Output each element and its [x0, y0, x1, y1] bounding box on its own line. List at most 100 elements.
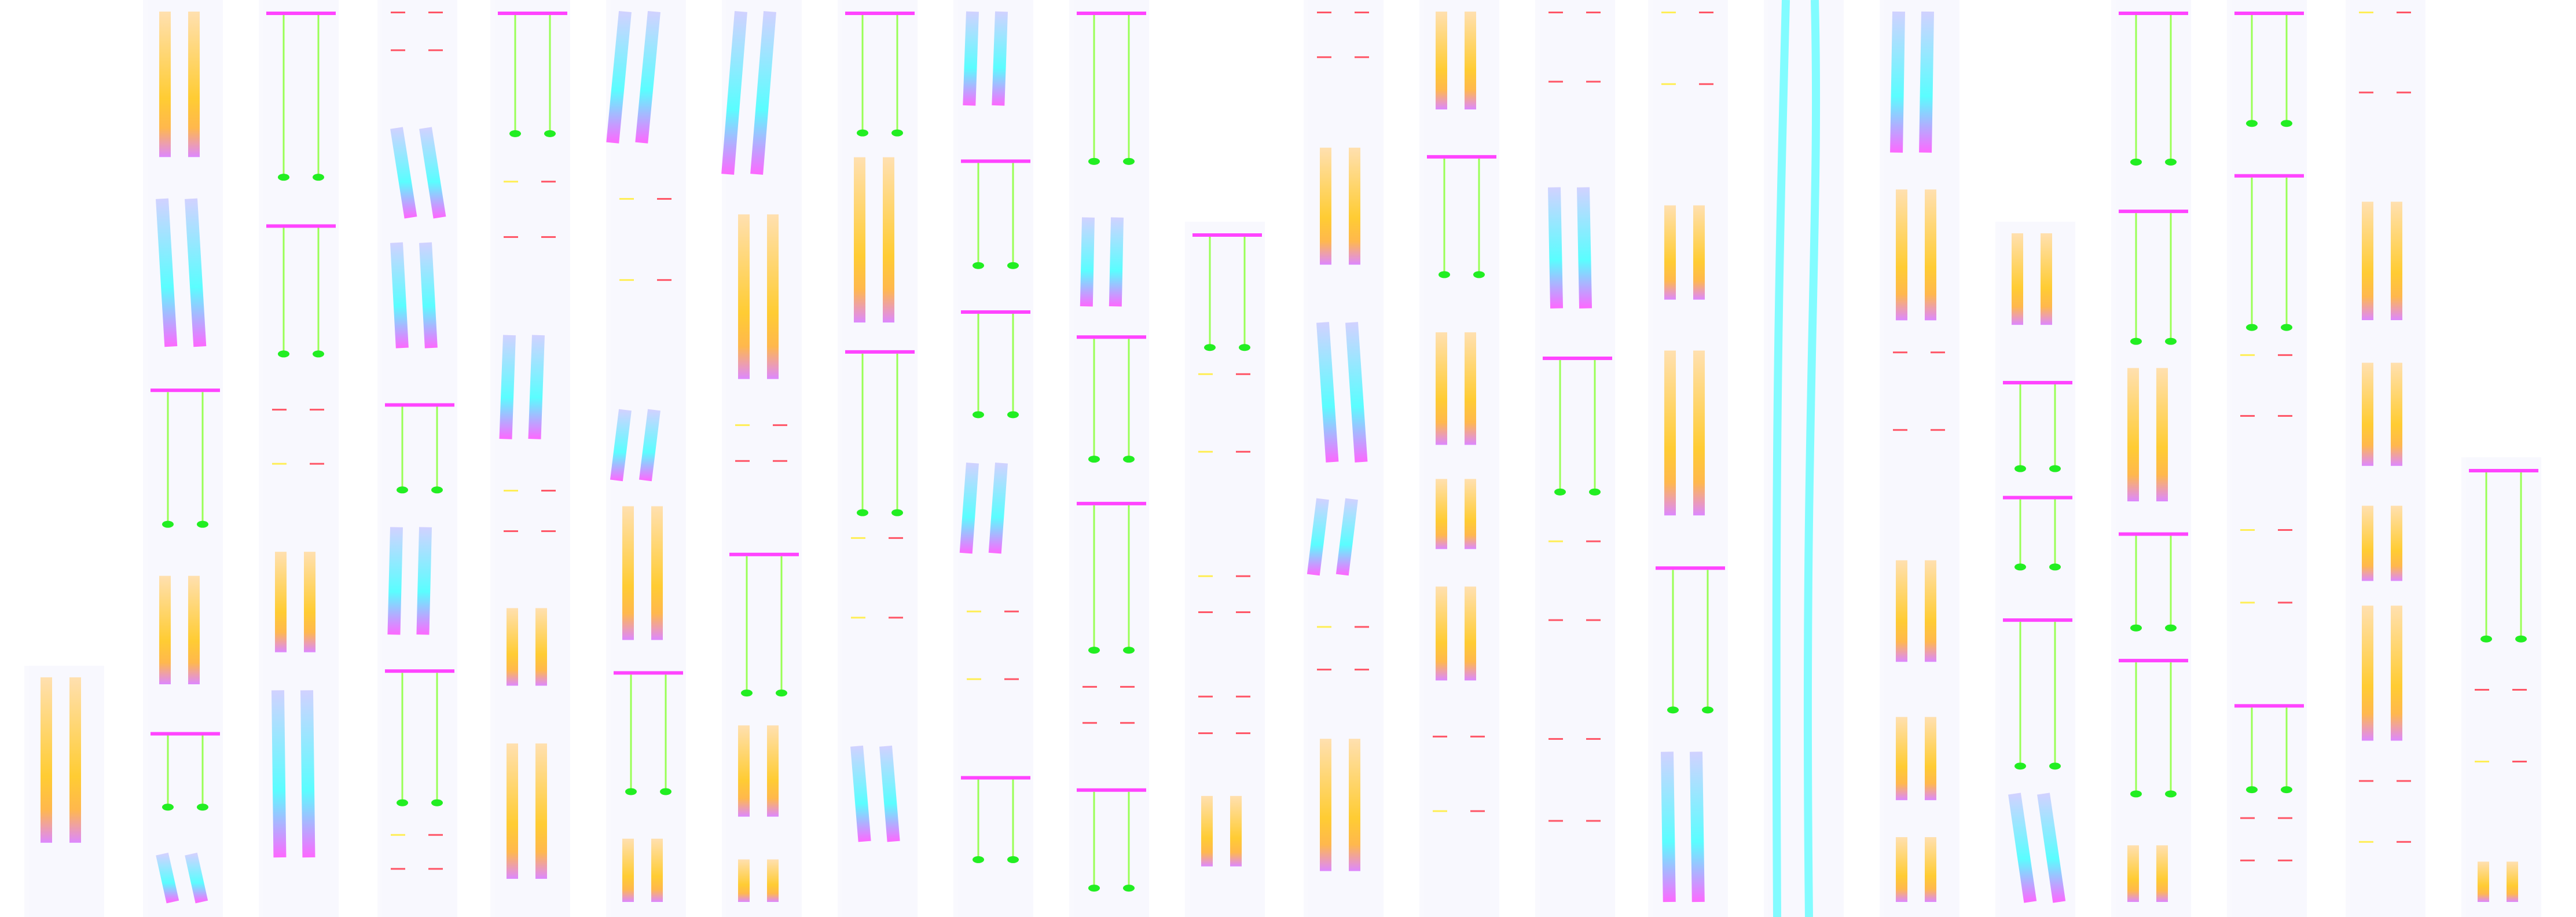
dash-mark — [1082, 685, 1097, 688]
magenta-cap — [2119, 12, 2188, 15]
column-panel — [495, 0, 570, 917]
green-foot — [313, 174, 324, 181]
dash-mark — [1355, 12, 1369, 13]
dash-mark — [2475, 761, 2489, 763]
green-foot — [1439, 271, 1450, 278]
column-edge — [1304, 0, 1308, 917]
gradient-bar — [1465, 332, 1476, 445]
gradient-bar — [188, 575, 200, 685]
dash-mark — [1355, 626, 1369, 628]
gradient-bar — [1465, 12, 1476, 110]
column-edge — [953, 0, 958, 917]
green-foot — [1123, 157, 1135, 165]
gradient-bar — [1664, 205, 1676, 300]
long-cyan-ribbon — [1803, 0, 1821, 917]
cyan-strand — [959, 463, 979, 554]
cyan-strand — [639, 409, 660, 482]
gradient-bar — [2391, 505, 2402, 581]
dash-mark — [1355, 56, 1369, 58]
green-foot — [973, 856, 984, 863]
column-edge — [1880, 0, 1884, 917]
gradient-bar — [1349, 148, 1360, 265]
dash-mark — [504, 181, 518, 183]
dash-mark — [2397, 91, 2411, 94]
green-foot — [2130, 624, 2142, 632]
gradient-bar — [2362, 606, 2373, 741]
dash-mark — [1931, 429, 1945, 431]
gradient-bar — [738, 725, 750, 817]
green-foot — [2014, 762, 2026, 770]
dash-mark — [2359, 12, 2373, 13]
gradient-bar — [738, 214, 750, 379]
dash-mark — [428, 834, 443, 836]
cyan-strand — [963, 11, 979, 106]
dash-mark — [1236, 450, 1250, 453]
gradient-bar — [1925, 717, 1936, 801]
gradient-bar — [2391, 201, 2402, 321]
dash-mark — [1236, 373, 1250, 375]
magenta-cap — [961, 159, 1030, 163]
cyan-strand — [1890, 11, 1905, 153]
magenta-cap — [2234, 12, 2304, 15]
dash-mark — [2278, 601, 2292, 604]
dash-mark — [2240, 415, 2255, 417]
dash-mark — [1198, 732, 1213, 735]
gradient-bar — [883, 157, 894, 323]
column-edge — [490, 0, 495, 917]
cyan-strand — [300, 690, 315, 858]
green-foot — [278, 174, 289, 181]
column-panel — [2116, 0, 2191, 917]
green-foot — [431, 799, 443, 806]
cyan-strand — [635, 10, 660, 144]
green-foot — [2246, 786, 2258, 794]
dash-mark — [2240, 859, 2255, 861]
dash-mark — [1893, 429, 1907, 431]
gradient-bar — [1436, 479, 1447, 549]
green-foot — [891, 129, 903, 137]
column-edge — [259, 0, 263, 917]
column-edge — [838, 0, 842, 917]
column-panel — [1424, 0, 1499, 917]
dash-mark — [851, 537, 865, 539]
dash-mark — [541, 181, 556, 183]
column-edge — [1069, 0, 1074, 917]
cyan-strand — [1548, 187, 1564, 309]
cyan-strand — [1661, 751, 1676, 903]
dash-mark — [1433, 810, 1447, 812]
cyan-strand — [1919, 11, 1934, 153]
magenta-cap — [2119, 659, 2188, 663]
cyan-strand — [1345, 322, 1368, 463]
dash-mark — [851, 617, 865, 619]
green-foot — [2130, 790, 2142, 798]
dash-mark — [657, 279, 671, 281]
green-foot — [397, 799, 408, 806]
gradient-bar — [535, 608, 547, 686]
magenta-cap — [2119, 532, 2188, 536]
column-panel — [1074, 0, 1149, 917]
column-edge — [143, 0, 148, 917]
dash-mark — [504, 490, 518, 492]
gradient-bar — [507, 743, 518, 879]
dash-mark — [1548, 80, 1563, 83]
dash-mark — [541, 530, 556, 533]
column-edge — [24, 666, 29, 917]
gradient-bar — [2507, 861, 2518, 902]
magenta-cap — [385, 403, 454, 407]
cyan-strand — [390, 127, 417, 219]
dash-mark — [310, 409, 324, 411]
cyan-strand — [416, 527, 432, 635]
green-foot — [741, 689, 753, 697]
dash-mark — [428, 49, 443, 52]
dash-mark — [1661, 12, 1676, 13]
cyan-strand — [156, 198, 178, 347]
cyan-strand — [606, 10, 632, 144]
gradient-bar — [275, 552, 287, 652]
green-foot — [431, 486, 443, 494]
dash-mark — [428, 12, 443, 13]
magenta-cap — [845, 12, 915, 15]
cyan-strand — [850, 745, 871, 842]
green-foot — [2049, 465, 2061, 472]
dash-mark — [504, 530, 518, 533]
dash-mark — [2397, 12, 2411, 13]
green-foot — [2515, 635, 2527, 643]
